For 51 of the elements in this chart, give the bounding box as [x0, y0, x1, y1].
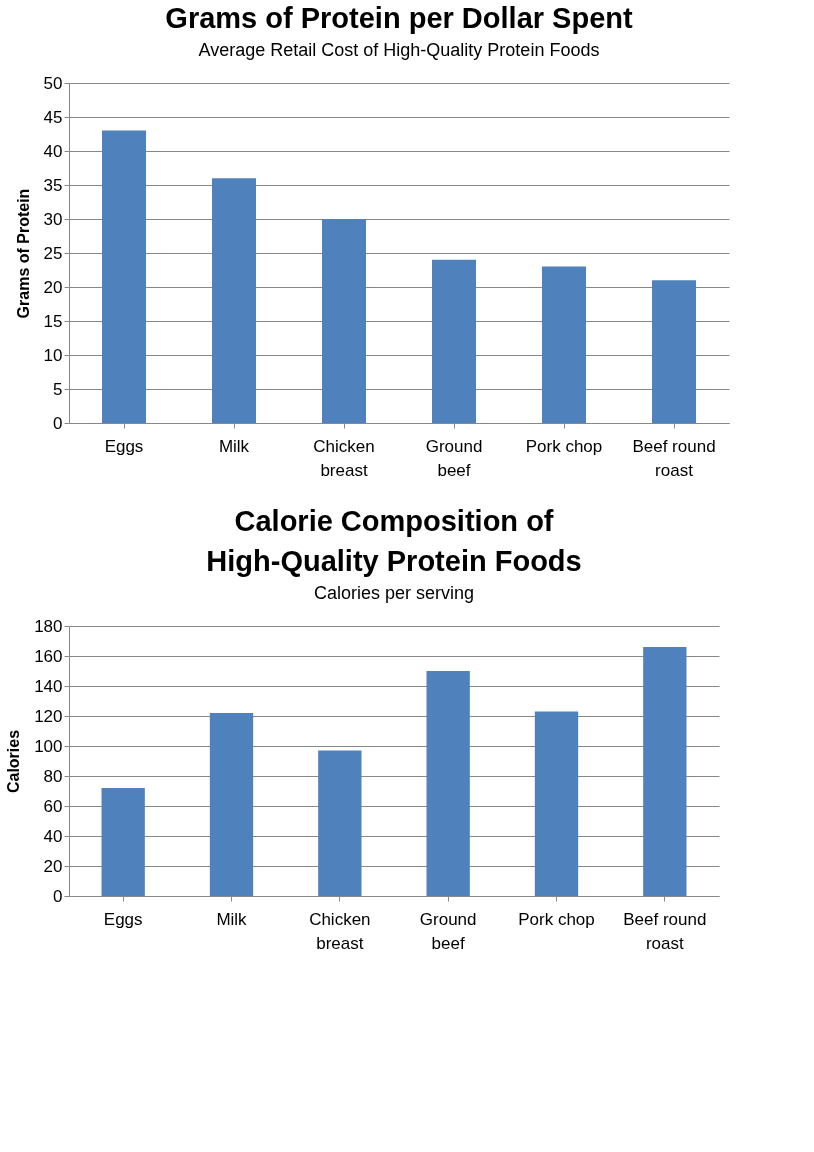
x-tick-label: Ground beef	[425, 436, 483, 480]
y-tick-label: 40	[43, 826, 63, 846]
bar	[212, 178, 256, 423]
y-tick-label: 0	[53, 413, 63, 433]
y-tick-label: 10	[43, 345, 63, 365]
y-tick-label: 45	[43, 107, 63, 127]
chart-subtitle: Calories per serving	[313, 583, 475, 603]
y-axis-title: Calories	[5, 729, 23, 794]
bar	[426, 671, 470, 896]
x-tick-label: Eggs	[104, 436, 144, 456]
y-tick-label: 100	[34, 736, 63, 756]
y-tick-label: 0	[53, 886, 63, 906]
x-tick-label: Pork chop	[525, 436, 603, 456]
bar	[102, 130, 146, 423]
y-tick-label: 50	[43, 73, 63, 93]
y-tick-label: 15	[43, 311, 63, 331]
bar	[322, 219, 366, 423]
x-tick-label: Beef round roast	[623, 909, 707, 953]
bar	[432, 259, 476, 423]
bar	[652, 280, 696, 423]
y-tick-label: 140	[34, 676, 63, 696]
y-tick-label: 30	[43, 209, 63, 229]
x-tick-label: Ground beef	[419, 909, 477, 953]
y-tick-label: 180	[34, 616, 63, 636]
x-tick-label: Eggs	[103, 909, 143, 929]
bar	[101, 788, 145, 896]
chart-subtitle: Average Retail Cost of High-Quality Protein Foods	[198, 40, 600, 60]
y-tick-label: 120	[34, 706, 63, 726]
x-tick-label: Milk	[216, 909, 248, 929]
y-axis-title: Grams of Protein	[14, 188, 32, 319]
chart-title: Calorie Composition of High-Quality Protein Foods	[206, 505, 582, 577]
y-tick-label: 20	[43, 277, 63, 297]
x-tick-label: Chicken breast	[309, 909, 371, 953]
x-tick-label: Chicken breast	[313, 436, 375, 480]
bar	[643, 647, 687, 896]
bar	[318, 750, 362, 896]
bar	[542, 266, 586, 423]
bar	[209, 713, 254, 896]
x-tick-label: Beef round roast	[632, 436, 716, 480]
y-tick-label: 35	[43, 175, 63, 195]
y-tick-label: 80	[43, 766, 63, 786]
y-tick-label: 25	[43, 243, 63, 263]
y-tick-label: 20	[43, 856, 63, 876]
y-tick-label: 5	[53, 379, 63, 399]
x-tick-label: Milk	[218, 436, 250, 456]
x-tick-label: Pork chop	[518, 909, 595, 929]
y-tick-label: 40	[43, 141, 63, 161]
y-tick-label: 60	[43, 796, 63, 816]
y-tick-label: 160	[34, 646, 63, 666]
bar	[534, 711, 579, 896]
chart-title: Grams of Protein per Dollar Spent	[165, 2, 633, 34]
